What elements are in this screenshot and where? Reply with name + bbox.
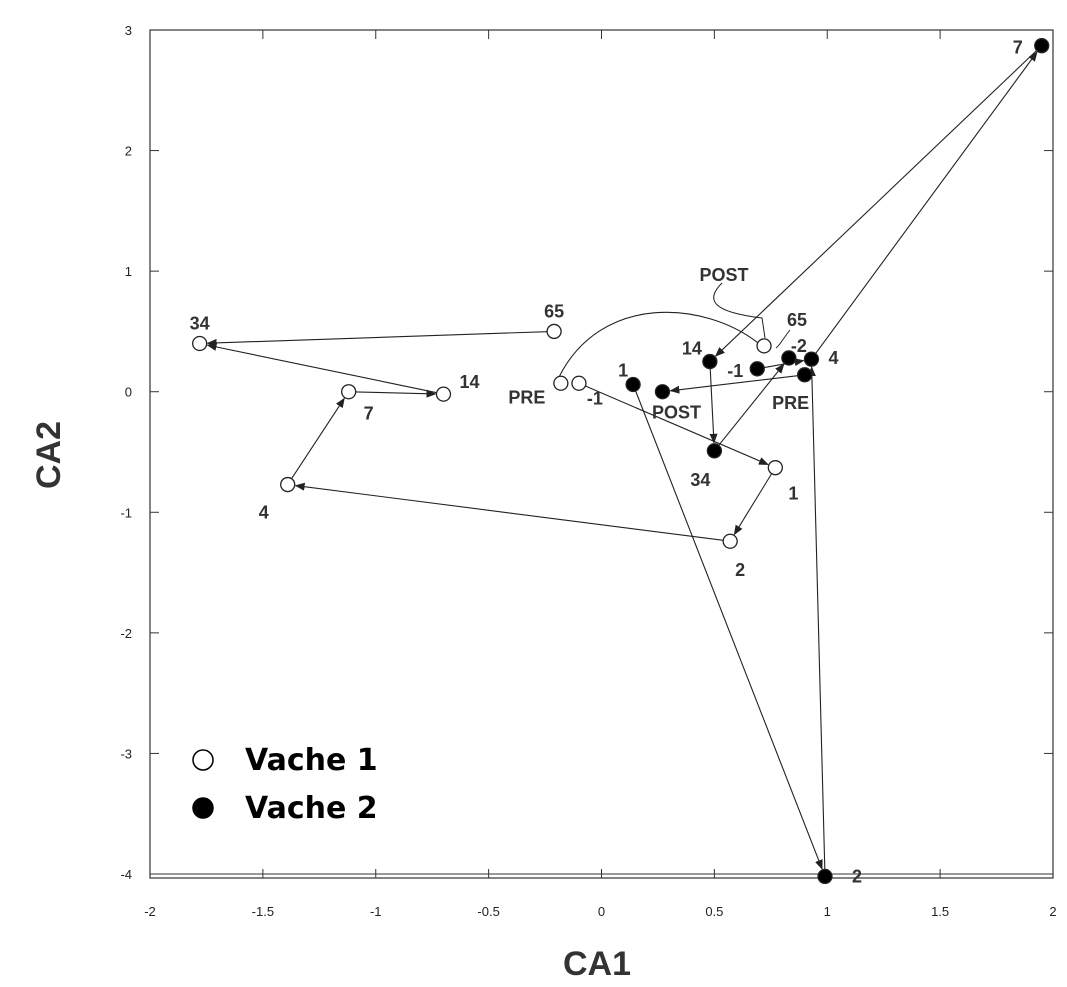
trajectory-arrow (815, 51, 1038, 354)
vache-1-point (571, 375, 587, 391)
trajectory-arrow (585, 385, 769, 466)
vache-1-label: 65 (544, 301, 564, 321)
vache-2-point (749, 361, 765, 377)
vache-1-label: POST (700, 265, 749, 285)
y-axis-title: CA2 (30, 421, 68, 489)
data-markers (192, 38, 1050, 885)
vache-1-label: 4 (259, 503, 269, 523)
label-leader-65 (775, 329, 791, 349)
vache-1-point (546, 323, 562, 340)
y-tick-label: -1 (120, 505, 132, 520)
vache-1-point (192, 335, 208, 352)
legend-label-vache-1: Vache 1 (245, 743, 378, 778)
trajectory-arrow (807, 366, 826, 870)
vache-1-point (756, 338, 772, 354)
vache-1-point (280, 476, 296, 493)
axis-ticks: -2 -1.5 -1 -0.5 0 0.5 1 1.5 2 3 2 1 0 -1 -2 -3 -4 (120, 23, 1056, 919)
vache-2-point (654, 384, 671, 400)
vache-2-label: -2 (791, 336, 807, 356)
vache-1-label: -1 (587, 388, 603, 408)
vache-2-point (1034, 38, 1050, 54)
x-tick-label: -1.5 (252, 904, 274, 919)
vache-1-label: 1 (788, 484, 798, 504)
trajectory-arrow (718, 363, 785, 446)
vache-2-label: -1 (727, 361, 743, 381)
vache-2-label: POST (652, 403, 701, 423)
trajectory-arrow (206, 331, 548, 347)
vache-1-label: 7 (364, 404, 374, 424)
x-tick-label: 2 (1049, 904, 1056, 919)
vache-2-point (781, 350, 797, 366)
vache-2-point (702, 353, 718, 370)
vache-1-point (722, 533, 738, 549)
y-tick-label: -3 (120, 746, 132, 761)
y-tick-label: -2 (120, 626, 132, 641)
trajectory-arrow (733, 473, 773, 536)
x-tick-label: -2 (144, 904, 156, 919)
vache-2-point (706, 443, 723, 459)
y-tick-label: 2 (125, 144, 132, 159)
y-tick-label: 0 (125, 385, 132, 400)
trajectory-arrow (709, 368, 718, 444)
y-tick-label: 3 (125, 23, 132, 38)
trajectory-arrow (291, 397, 345, 480)
vache-1-label: 34 (190, 313, 210, 333)
vache-1-point (553, 375, 569, 391)
y-tick-label: 1 (125, 264, 132, 279)
data-labels: PRE -1 1 2 4 7 14 34 65 POST PRE -1 -2 1 2 4 7 14 34 POST 65 (190, 38, 1023, 887)
vache-1-label: 14 (459, 372, 479, 392)
vache-2-point (817, 868, 833, 885)
x-tick-label: -1 (370, 904, 382, 919)
vache-2-label: 14 (682, 339, 702, 359)
trajectory-arrow (355, 389, 437, 398)
legend-marker-vache-2 (192, 797, 214, 819)
trajectory-curves (558, 282, 791, 378)
trajectory-arrows (206, 50, 1038, 870)
trajectory-arrow (635, 390, 823, 870)
vache-1-point (341, 384, 357, 400)
trajectory-curve (558, 311, 759, 378)
x-tick-label: 0.5 (705, 904, 723, 919)
x-tick-label: 1 (824, 904, 831, 919)
x-tick-label: -0.5 (477, 904, 499, 919)
trajectory-arrow (294, 482, 724, 541)
vache-2-point (797, 367, 813, 383)
trajectory-arrow (714, 50, 1038, 357)
label-leader-post (713, 282, 766, 339)
trajectory-arrow (669, 375, 798, 394)
legend: Vache 1 Vache 2 (192, 743, 378, 826)
vache-2-label: 7 (1013, 38, 1023, 58)
vache-2-label: 4 (828, 348, 838, 368)
trajectory-arrow (206, 343, 437, 394)
x-tick-label: 1.5 (931, 904, 949, 919)
x-tick-label: 0 (598, 904, 605, 919)
vache-2-point (803, 351, 820, 367)
vache-1-point (435, 386, 452, 402)
legend-marker-vache-1 (192, 749, 214, 771)
legend-label-vache-2: Vache 2 (245, 791, 378, 826)
vache-1-label-65-leader: 65 (787, 310, 807, 330)
vache-1-label: PRE (508, 387, 545, 407)
y-tick-label: -4 (120, 867, 132, 882)
vache-1-label: 2 (735, 560, 745, 580)
vache-2-label: 34 (690, 470, 710, 490)
vache-2-label: 2 (852, 866, 862, 886)
x-axis-title: CA1 (563, 945, 631, 983)
vache-2-point (625, 376, 641, 393)
vache-2-label: 1 (618, 360, 628, 380)
vache-1-point (767, 460, 783, 476)
vache-2-label: PRE (772, 393, 809, 413)
